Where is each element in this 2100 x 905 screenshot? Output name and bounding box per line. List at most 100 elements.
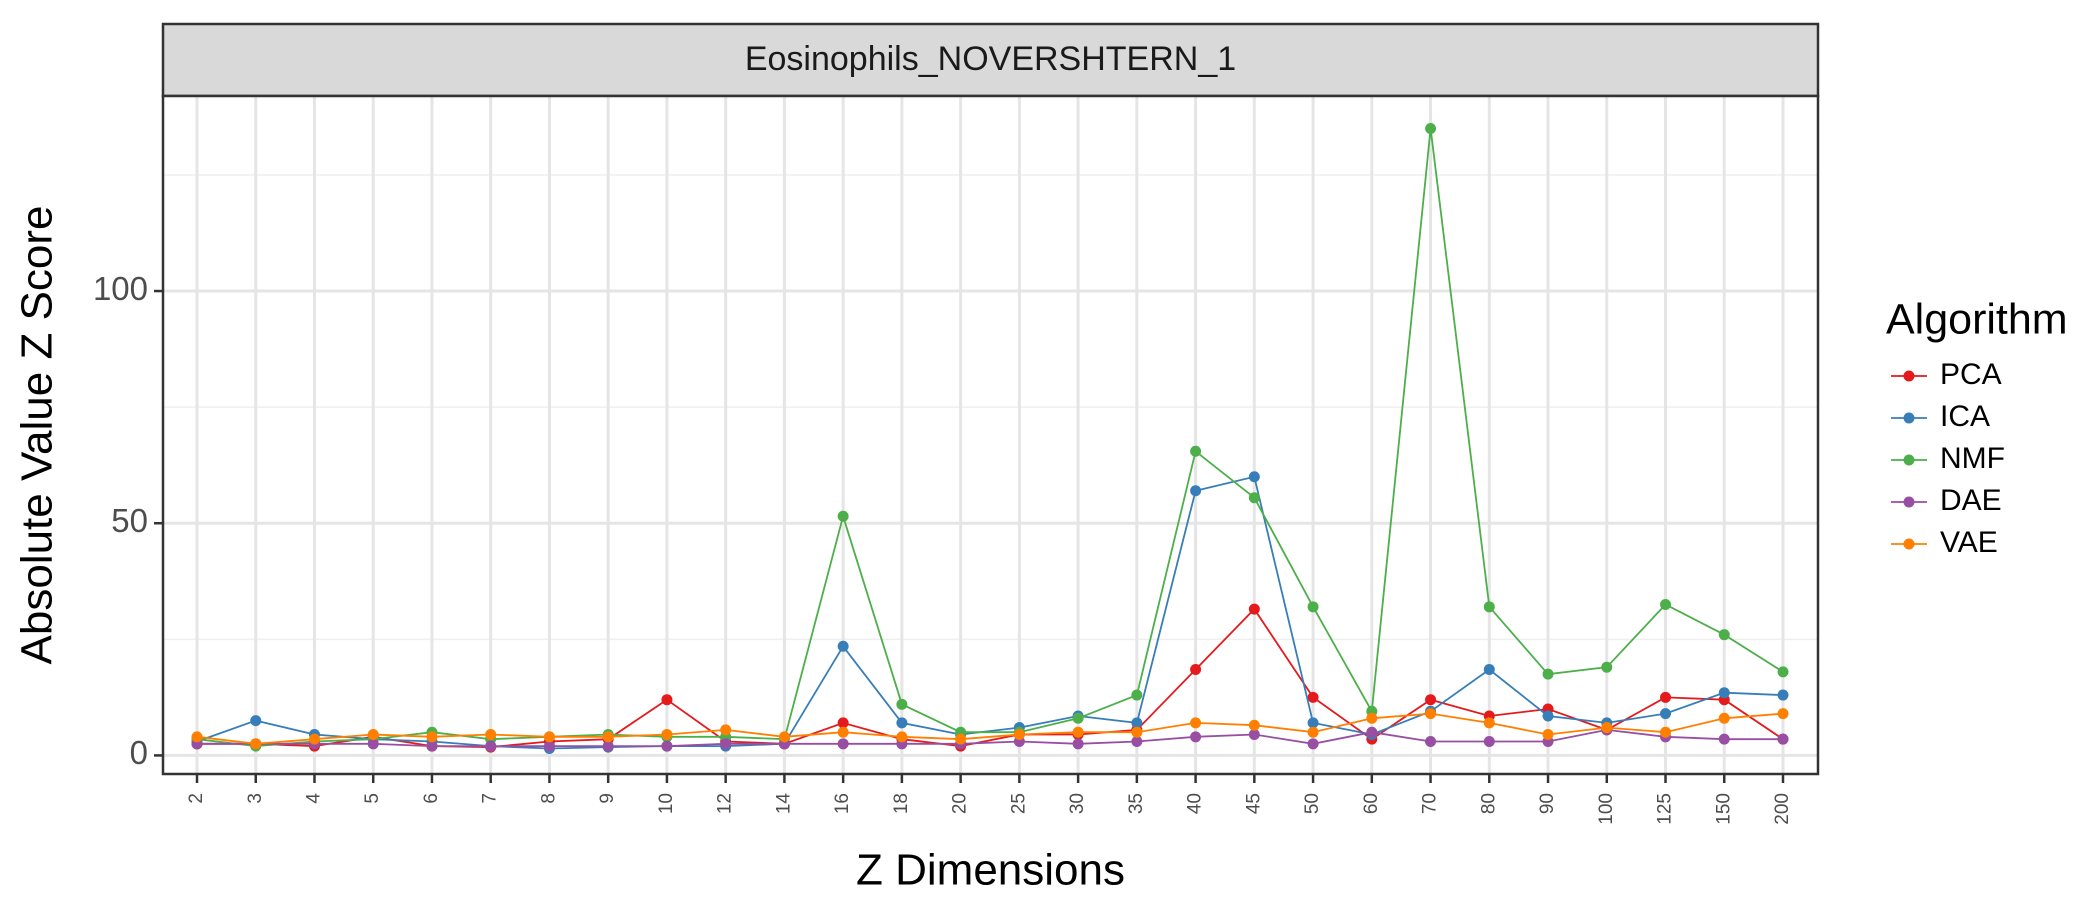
data-point: [837, 717, 849, 729]
data-point: [1601, 722, 1613, 734]
y-tick-label: 0: [130, 734, 148, 771]
series-dae: [191, 724, 1789, 752]
data-point: [837, 510, 849, 522]
data-point: [661, 729, 673, 741]
data-point: [1248, 603, 1260, 615]
x-tick-label: 20: [950, 793, 971, 814]
legend-item-dae: DAE: [1891, 484, 2002, 517]
data-point: [367, 738, 379, 750]
data-point: [720, 738, 732, 750]
legend-key-point: [1903, 538, 1915, 550]
legend-item-pca: PCA: [1891, 358, 2002, 391]
x-tick-label: 7: [480, 793, 501, 804]
data-point: [602, 740, 614, 752]
legend-label: DAE: [1940, 484, 2002, 517]
data-point: [1777, 666, 1789, 678]
data-point: [1718, 712, 1730, 724]
y-tick-label: 50: [111, 502, 148, 539]
x-tick-label: 100: [1596, 793, 1617, 825]
x-tick-label: 90: [1537, 793, 1558, 814]
data-point: [485, 729, 497, 741]
data-point: [1777, 708, 1789, 720]
data-point: [1483, 735, 1495, 747]
data-point: [1190, 445, 1202, 457]
legend-label: PCA: [1940, 358, 2002, 391]
data-point: [896, 717, 908, 729]
data-point: [1072, 712, 1084, 724]
grid-lines: [163, 96, 1818, 774]
data-point: [896, 698, 908, 710]
legend-item-nmf: NMF: [1891, 442, 2005, 475]
data-point: [1307, 738, 1319, 750]
legend-item-ica: ICA: [1891, 400, 1990, 433]
data-point: [1248, 492, 1260, 504]
x-tick-label: 60: [1361, 793, 1382, 814]
x-tick-label: 40: [1185, 793, 1206, 814]
legend-label: VAE: [1940, 526, 1998, 559]
data-point: [1660, 691, 1672, 703]
x-tick-label: 35: [1126, 793, 1147, 814]
x-tick-label: 125: [1655, 793, 1676, 825]
data-point: [602, 731, 614, 743]
legend-label: ICA: [1940, 400, 1990, 433]
data-point: [1072, 726, 1084, 738]
x-tick-label: 150: [1713, 793, 1734, 825]
data-point: [1190, 664, 1202, 676]
data-point: [1483, 717, 1495, 729]
data-point: [1542, 729, 1554, 741]
x-tick-label: 3: [245, 793, 266, 804]
data-point: [1660, 726, 1672, 738]
data-point: [1777, 689, 1789, 701]
x-tick-label: 9: [597, 793, 618, 804]
data-point: [1248, 471, 1260, 483]
data-point: [837, 726, 849, 738]
x-tick-label: 200: [1772, 793, 1793, 825]
data-point: [1718, 733, 1730, 745]
data-point: [1425, 735, 1437, 747]
data-point: [543, 731, 555, 743]
data-point: [1307, 691, 1319, 703]
data-point: [1718, 629, 1730, 641]
data-point: [837, 738, 849, 750]
legend-key-point: [1903, 370, 1915, 382]
legend: Algorithm PCA ICA NMF DAE VAE: [1886, 295, 2068, 559]
data-point: [426, 740, 438, 752]
x-axis: 2 3 4 5 6 7 8 9 10 12 14 16 18 20 25 30 35 40 45 50 60 70 80 90…: [186, 774, 1793, 825]
data-point: [1131, 735, 1143, 747]
legend-key-point: [1903, 454, 1915, 466]
data-point: [1190, 731, 1202, 743]
plot-border: [161, 94, 1820, 776]
x-tick-label: 10: [656, 793, 677, 814]
x-tick-label: 30: [1067, 793, 1088, 814]
data-point: [837, 640, 849, 652]
data-point: [250, 738, 262, 750]
data-point: [661, 694, 673, 706]
data-point: [1425, 708, 1437, 720]
data-point: [661, 740, 673, 752]
x-tick-label: 5: [362, 793, 383, 804]
data-point: [1307, 726, 1319, 738]
data-point: [1131, 726, 1143, 738]
data-point: [1542, 710, 1554, 722]
x-tick-label: 45: [1243, 793, 1264, 814]
data-point: [1366, 712, 1378, 724]
data-point: [1307, 717, 1319, 729]
data-point: [1601, 661, 1613, 673]
legend-key-point: [1903, 412, 1915, 424]
y-axis: 0 50 100: [93, 270, 163, 771]
x-axis-title: Z Dimensions: [856, 846, 1125, 895]
data-point: [367, 729, 379, 741]
data-point: [1542, 668, 1554, 680]
x-tick-label: 80: [1478, 793, 1499, 814]
data-point: [1131, 717, 1143, 729]
x-tick-label: 2: [186, 793, 207, 804]
x-tick-label: 50: [1302, 793, 1323, 814]
data-point: [1425, 123, 1437, 135]
data-point: [1718, 687, 1730, 699]
data-point: [426, 731, 438, 743]
data-point: [485, 740, 497, 752]
x-tick-label: 8: [538, 793, 559, 804]
data-point: [250, 715, 262, 727]
